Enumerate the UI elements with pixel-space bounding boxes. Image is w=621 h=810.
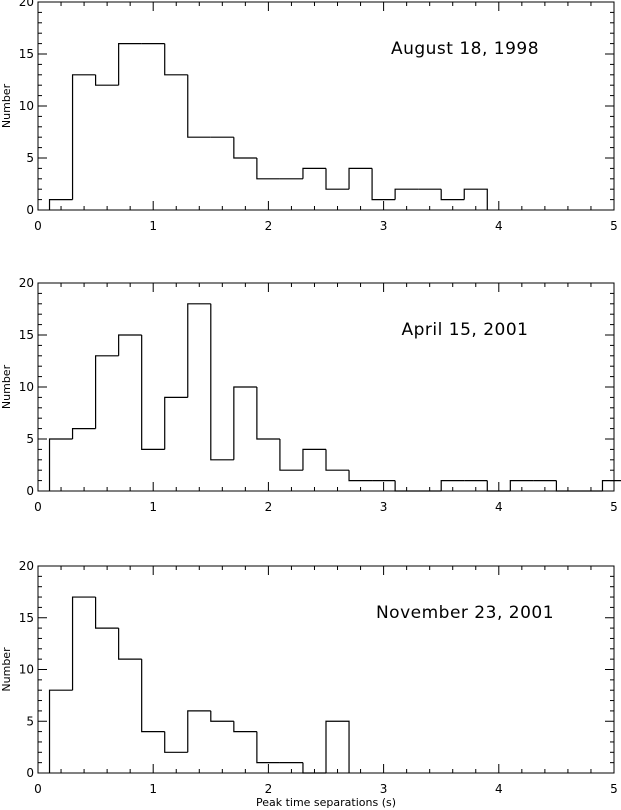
x-tick-label: 1: [149, 219, 157, 233]
histogram-bar: [164, 43, 188, 76]
x-tick-label: 1: [149, 782, 157, 796]
x-tick-label: 4: [495, 219, 503, 233]
x-tick-label: 5: [610, 500, 618, 514]
y-axis-title: Number: [0, 83, 13, 128]
chart-panel-3: 0 1 2 3 4 5 0 5 10 15 20 Number Peak time separation…: [0, 559, 618, 809]
histogram-bar: [555, 480, 580, 492]
histogram-bar: [256, 731, 280, 764]
histogram-bar: [256, 158, 280, 180]
chart-panel-1: 0 1 2 3 4 5 0 5 10 15 20 Number August 18, 1998: [0, 0, 618, 233]
y-tick-label: 5: [26, 714, 34, 728]
histogram-bar: [187, 74, 211, 138]
x-tick-label: 3: [380, 782, 388, 796]
histogram-bar: [48, 199, 73, 210]
x-axis-title: Peak time separations (s): [256, 796, 396, 809]
y-tick-label: 10: [19, 380, 34, 394]
histogram-bar: [95, 355, 119, 429]
histogram-bar: [95, 74, 119, 86]
histogram-bar: [348, 167, 373, 190]
histogram-bar: [118, 43, 142, 86]
histogram-bar: [394, 480, 419, 492]
y-tick-label: 15: [19, 47, 34, 61]
y-tick-label: 10: [19, 99, 34, 113]
histogram-bar: [302, 762, 326, 774]
x-tick-label: 2: [265, 782, 273, 796]
y-tick-label: 5: [26, 432, 34, 446]
y-tick-label: 0: [26, 484, 34, 498]
histogram-bar: [440, 189, 465, 201]
panel-title: April 15, 2001: [402, 320, 529, 340]
panel-title: August 18, 1998: [391, 39, 539, 59]
histogram-bar: [486, 480, 511, 492]
chart-panel-2: 0 1 2 3 4 5 0 5 10 15 20 Number April 15, 2001: [0, 276, 621, 514]
histogram-bar: [164, 396, 188, 450]
y-tick-label: 15: [19, 611, 34, 625]
y-tick-label: 20: [19, 276, 34, 290]
histogram-bar: [118, 334, 142, 356]
y-tick-label: 5: [26, 151, 34, 165]
histogram-bar: [141, 659, 165, 733]
y-tick-label: 0: [26, 766, 34, 780]
x-tick-label: 2: [265, 219, 273, 233]
y-tick-label: 15: [19, 328, 34, 342]
y-tick-label: 10: [19, 663, 34, 677]
x-tick-label: 0: [34, 219, 42, 233]
histogram-bar: [601, 480, 621, 491]
x-tick-label: 3: [380, 219, 388, 233]
histogram-bar: [463, 188, 488, 210]
histogram-bar: [233, 386, 257, 460]
histogram-bar: [325, 720, 350, 773]
histogram-bar: [348, 470, 373, 482]
y-axis-title: Number: [0, 647, 13, 692]
histogram-bar: [210, 303, 234, 461]
histogram-bar: [325, 168, 350, 190]
panel-title: November 23, 2001: [376, 603, 554, 623]
histogram-bar: [302, 167, 326, 179]
histogram-bar: [210, 710, 234, 722]
x-tick-label: 5: [610, 219, 618, 233]
histogram-bar: [71, 428, 96, 439]
histogram-bar: [164, 731, 188, 753]
histogram-bar: [233, 721, 257, 733]
histogram-bar: [187, 303, 211, 398]
histogram-bar: [71, 596, 96, 691]
y-tick-label: 20: [19, 0, 34, 9]
histogram-bar: [187, 710, 211, 753]
histogram-bar: [279, 439, 303, 471]
histogram-bar: [394, 188, 419, 200]
histogram-bar: [440, 480, 465, 491]
x-tick-label: 4: [495, 782, 503, 796]
histogram-bar: [325, 449, 350, 471]
x-tick-label: 1: [149, 500, 157, 514]
histogram-bar: [71, 74, 96, 200]
histogram-bar: [371, 168, 396, 201]
histogram-bar: [233, 137, 257, 159]
histogram-bar: [95, 597, 119, 629]
y-tick-label: 20: [19, 559, 34, 573]
x-tick-label: 5: [610, 782, 618, 796]
histogram-bar: [256, 387, 280, 440]
y-tick-label: 0: [26, 203, 34, 217]
x-tick-label: 0: [34, 500, 42, 514]
histogram-bar: [118, 628, 142, 660]
y-axis-title: Number: [0, 364, 13, 409]
histogram-bar: [48, 689, 73, 773]
histogram-bar: [509, 480, 534, 491]
histogram-bar: [48, 438, 73, 491]
x-tick-label: 3: [380, 500, 388, 514]
x-tick-label: 2: [265, 500, 273, 514]
x-tick-label: 0: [34, 782, 42, 796]
histogram-bar: [302, 448, 326, 471]
x-tick-label: 4: [495, 500, 503, 514]
histogram-bar: [141, 335, 165, 450]
